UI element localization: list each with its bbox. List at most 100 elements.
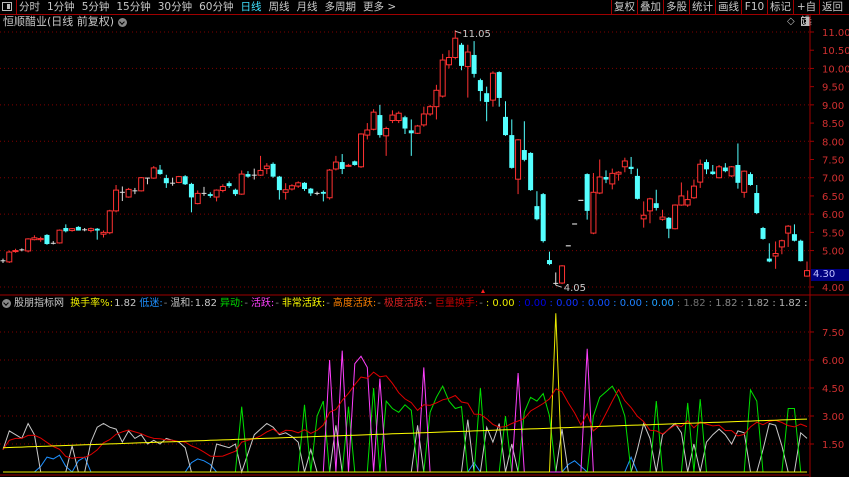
extra-value-2: : 0.00 [549, 298, 579, 309]
tab-period-1[interactable]: 1分钟 [47, 1, 75, 13]
candle-body-up [559, 265, 566, 284]
candle-body-up [25, 238, 32, 252]
candle-body-up [194, 192, 201, 205]
indicator-tick-label: 7.50 [822, 328, 844, 339]
candle-body-up [615, 171, 622, 175]
candle-body-up [113, 189, 120, 212]
extra-value-8: : 1.82 [740, 298, 770, 309]
price-tick-label: 4.00 [822, 283, 844, 294]
divider [16, 0, 17, 14]
tab-period-6[interactable]: 日线 [240, 1, 262, 13]
chart-title: 恒顺醋业(日线 前复权) [3, 15, 128, 28]
candle-body-up [672, 204, 679, 230]
panel-toggle-icon[interactable] [2, 2, 12, 11]
price-tick-label: 7.50 [822, 156, 844, 167]
candle-body-up [785, 225, 792, 234]
candle-body-down [245, 174, 251, 177]
tab-period-7[interactable]: 周线 [268, 1, 290, 13]
candle-body-down [798, 240, 804, 262]
candle-body-down [791, 234, 797, 241]
event-marker-icon [481, 289, 485, 293]
candle-body-up [621, 160, 628, 168]
tab-period-4[interactable]: 30分钟 [157, 1, 193, 13]
candle-body-up [414, 125, 421, 134]
candle-body-down [320, 191, 326, 194]
toolbar-button-5[interactable]: F10 [741, 0, 767, 14]
candle-body-down [710, 171, 716, 175]
tab-period-3[interactable]: 15分钟 [116, 1, 151, 13]
toolbar-button-2[interactable]: 多股 [663, 0, 689, 14]
candle-body-up [741, 170, 748, 193]
legend-label-7: 极度活跃: [383, 298, 428, 309]
indicator-menu-icon[interactable] [2, 298, 11, 308]
candle-body-down [528, 152, 534, 191]
candle-body-up [445, 57, 452, 66]
legend-label-6: 高度活跃: [332, 298, 377, 309]
extra-value-10: : 1.82 [804, 298, 808, 309]
candle-body-up [150, 167, 157, 179]
candle-body-up [452, 37, 459, 59]
candle-body-down [232, 189, 238, 195]
price-tick-label: 9.50 [822, 83, 844, 94]
candle-body-down [163, 178, 169, 184]
price-tick-label: 11.00 [822, 28, 849, 39]
turnover-line-active [3, 348, 807, 473]
ma-short-line [2, 371, 808, 459]
legend-label-0: 换手率%: [70, 298, 114, 309]
candle-body-up [257, 169, 264, 176]
price-tick-label: 7.00 [822, 174, 844, 185]
dropdown-circle-icon[interactable] [118, 17, 128, 27]
candle-body-down [308, 188, 314, 194]
candle-body-up [175, 176, 182, 183]
toolbar-button-1[interactable]: 叠加 [637, 0, 663, 14]
current-price-label: 4.30 [811, 269, 849, 281]
candle-body-down [496, 72, 502, 98]
tab-period-9[interactable]: 多周期 [324, 1, 357, 13]
toolbar-button-8[interactable]: 返回 [819, 0, 845, 14]
extra-value-1: : 0.00 [517, 298, 547, 309]
candle-body-down [704, 162, 709, 170]
candle-body-down [766, 258, 772, 262]
tab-period-0[interactable]: 分时 [19, 1, 40, 13]
tab-period-2[interactable]: 5分钟 [81, 1, 110, 13]
tab-period-8[interactable]: 月线 [296, 1, 318, 13]
candle-body-up [358, 133, 365, 168]
extra-value-9: : 1.82 [772, 298, 802, 309]
tab-period-10[interactable]: 更多 > [363, 1, 397, 13]
indicator-tick-label: 4.50 [822, 384, 844, 395]
candle-body-up [87, 228, 94, 232]
legend-value-8: - [479, 298, 483, 309]
toolbar-button-0[interactable]: 复权 [611, 0, 637, 14]
candle-body-up [56, 229, 63, 244]
high-label: 11.05 [462, 29, 491, 40]
candle-body-down [747, 174, 753, 186]
toolbar-button-6[interactable]: 标记 [767, 0, 793, 14]
candle-body-down [471, 54, 477, 74]
candle-body-down [666, 217, 672, 229]
candle-body-up [100, 231, 107, 235]
price-tick-label: 6.50 [822, 192, 844, 203]
candle-body-down [459, 44, 465, 66]
candle-body-down [735, 164, 741, 183]
indicator-tick-label: 3.00 [822, 412, 844, 423]
legend-label-4: 活跃: [250, 298, 275, 309]
candle-body-down [75, 226, 81, 231]
candle-body-down [503, 116, 508, 136]
candle-body-up [389, 114, 396, 122]
legend-value-0: 1.82 [114, 298, 137, 309]
toolbar-button-3[interactable]: 统计 [689, 0, 715, 14]
candle-body-up [364, 129, 371, 136]
candle-body-up [697, 163, 704, 183]
candle-body-up [383, 128, 390, 137]
candle-body-up [804, 270, 810, 277]
candle-body-down [546, 260, 552, 265]
tab-period-5[interactable]: 60分钟 [199, 1, 234, 13]
ma-long-line [2, 418, 808, 449]
candle-body-down [270, 163, 276, 177]
candle-body-down [157, 169, 163, 175]
diamond-icon[interactable]: ◇ [787, 16, 795, 27]
candle-body-down [521, 150, 527, 160]
candle-body-down [94, 228, 100, 231]
candle-body-up [125, 188, 132, 198]
toolbar-button-4[interactable]: 画线 [715, 0, 741, 14]
